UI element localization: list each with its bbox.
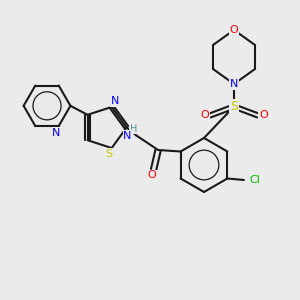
Text: O: O [200,110,209,121]
Text: N: N [110,96,119,106]
Text: N: N [230,79,238,89]
Text: N: N [52,128,61,138]
Text: Cl: Cl [249,175,260,185]
Text: O: O [259,110,268,121]
Text: S: S [230,100,238,113]
Text: O: O [148,170,157,181]
Text: N: N [123,130,132,141]
Text: O: O [230,25,238,35]
Text: S: S [105,149,112,159]
Text: H: H [130,124,137,134]
